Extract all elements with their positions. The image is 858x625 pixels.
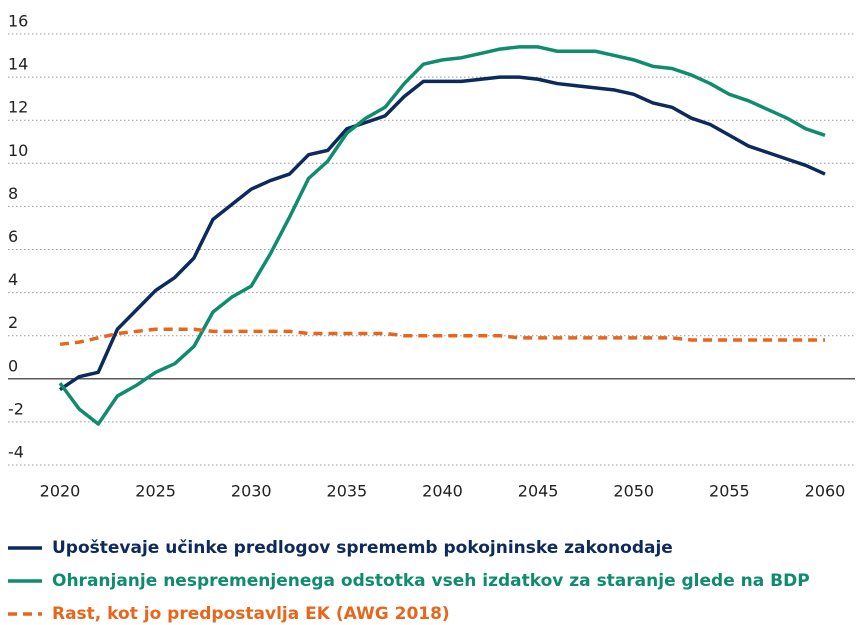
y-tick-label: 4 [8,270,18,289]
x-tick-label: 2060 [805,482,846,501]
series-line [59,327,825,347]
y-tick-label: 6 [8,227,18,246]
x-tick-label: 2040 [422,482,463,501]
x-tick-label: 2030 [231,482,272,501]
series-line [58,45,826,426]
y-tick-label: 14 [8,55,28,74]
x-tick-label: 2055 [709,482,750,501]
y-tick-label: 8 [8,184,18,203]
y-tick-label: 0 [8,356,18,375]
x-tick-label: 2025 [135,482,176,501]
y-tick-label: 12 [8,98,28,117]
y-tick-label: -2 [8,399,24,418]
x-tick-label: 2050 [613,482,654,501]
x-tick-label: 2020 [40,482,81,501]
y-tick-label: -4 [8,443,24,462]
x-tick-label: 2035 [327,482,368,501]
x-tick-label: 2045 [518,482,559,501]
legend-label: Ohranjanje nespremenjenega odstotka vseh… [52,571,810,591]
y-tick-label: 2 [8,313,18,332]
y-tick-label: 16 [8,12,28,31]
legend-label: Upoštevaje učinke predlogov sprememb pok… [52,538,673,558]
series-line [59,75,826,392]
legend-label: Rast, kot jo predpostavlja EK (AWG 2018) [52,604,450,624]
y-tick-label: 10 [8,141,28,160]
